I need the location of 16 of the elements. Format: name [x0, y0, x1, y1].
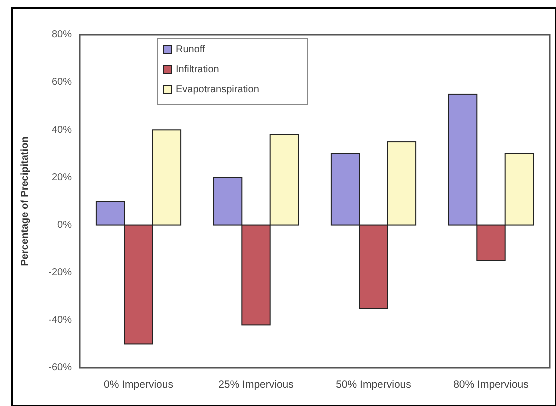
- y-tick-label: -20%: [48, 268, 72, 278]
- y-tick-label: -40%: [48, 315, 72, 326]
- y-tick-label: -60%: [48, 362, 72, 374]
- y-tick-label: 20%: [52, 172, 72, 184]
- legend-label: Evapotranspiration: [176, 84, 260, 96]
- y-tick-label: 0%: [58, 220, 72, 231]
- x-tick-label: 80% Impervious: [454, 379, 529, 391]
- legend-label: Infiltration: [176, 64, 220, 76]
- y-tick-label: 40%: [52, 124, 72, 136]
- x-tick-label: 50% Impervious: [336, 379, 412, 391]
- y-axis-title: Percentage of Precipitation: [20, 136, 31, 266]
- x-tick-label: 0% Impervious: [104, 379, 174, 391]
- legend-label: Runoff: [176, 44, 206, 56]
- y-tick-label: 60%: [52, 77, 72, 88]
- y-tick-label: 80%: [52, 30, 72, 41]
- x-tick-label: 25% Impervious: [218, 379, 294, 391]
